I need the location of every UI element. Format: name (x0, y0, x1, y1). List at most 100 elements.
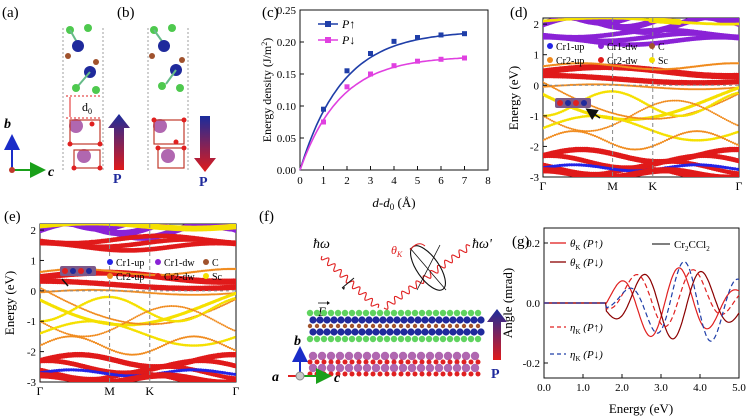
band-dot (680, 9, 686, 15)
legend-label: Cr2-dw (164, 272, 195, 283)
band-dot (697, 130, 701, 133)
band-dot (676, 5, 682, 11)
band-dot (154, 292, 158, 295)
band-dot (611, 64, 615, 67)
band-dot (684, 6, 690, 12)
band-dot (161, 210, 167, 216)
band-dot (60, 368, 64, 372)
band-dot (143, 206, 149, 212)
band-dot (724, 178, 728, 182)
slab-atom (405, 323, 411, 329)
band-dot (663, 68, 667, 71)
band-dot (705, 108, 708, 111)
band-dot (216, 268, 220, 271)
band-dot (594, 129, 597, 132)
band-dot (658, 5, 664, 11)
band-dot (564, 10, 570, 16)
band-dot (66, 300, 69, 303)
band-dot (558, 9, 564, 15)
band-dot (96, 333, 99, 336)
band-dot (714, 103, 717, 106)
band-dot (627, 169, 632, 173)
band-dot (662, 100, 665, 103)
slab-atom (447, 323, 453, 329)
legend-marker (649, 43, 655, 49)
band-dot (653, 103, 656, 106)
band-dot (704, 163, 708, 167)
band-dot (719, 136, 723, 139)
band-dot (559, 131, 563, 135)
band-dot (135, 216, 141, 222)
band-dot (605, 140, 609, 143)
band-dot (42, 342, 46, 345)
slab-atom (474, 309, 482, 317)
band-dot (79, 368, 83, 372)
band-dot (45, 215, 51, 221)
band-dot (637, 110, 640, 113)
band-dot (655, 117, 658, 120)
band-dot (723, 137, 727, 141)
band-dot (203, 217, 209, 223)
band-dot (195, 310, 198, 313)
band-dot (721, 165, 725, 169)
band-dot (196, 270, 200, 273)
band-dot (550, 9, 556, 15)
band-dot (43, 289, 46, 292)
y-tick-label: -3 (27, 377, 37, 389)
band-dot (212, 339, 216, 342)
slab-atom (384, 323, 390, 329)
band-dot (717, 178, 721, 182)
band-dot (563, 178, 567, 182)
band-dot (673, 135, 677, 138)
band-dot (55, 215, 61, 221)
slab-atom (419, 323, 425, 329)
band-dot (161, 305, 164, 308)
band-dot (570, 178, 574, 182)
band-dot (138, 352, 142, 356)
band-dot (623, 168, 627, 172)
band-dot (661, 86, 665, 90)
band-dot (683, 88, 687, 91)
band-dot (561, 62, 565, 66)
band-dot (704, 107, 706, 110)
band-dot (640, 9, 646, 15)
band-dot (233, 351, 236, 358)
band-dot (228, 372, 232, 376)
band-dot (565, 62, 569, 65)
band-dot (162, 344, 166, 347)
band-dot (198, 270, 202, 273)
band-dot (145, 206, 151, 212)
band-dot (212, 383, 216, 387)
band-dot (229, 327, 232, 330)
band-dot (121, 323, 124, 325)
band-dot (50, 369, 54, 373)
band-dot (173, 212, 179, 218)
band-dot (102, 289, 106, 292)
band-dot (643, 67, 647, 71)
band-dot (597, 62, 601, 66)
band-dot (609, 63, 613, 67)
data-point (415, 35, 420, 41)
band-dot (649, 86, 653, 89)
band-dot (185, 216, 191, 222)
band-dot (116, 351, 120, 354)
band-dot (141, 214, 147, 220)
band-dot (62, 368, 66, 372)
band-dot (698, 105, 701, 108)
band-dot (702, 106, 705, 109)
band-dot (57, 215, 63, 221)
band-dot (641, 109, 643, 111)
band-dot (624, 3, 630, 9)
band-dot (104, 316, 107, 319)
gap-label: d0 (82, 100, 92, 116)
band-dot (736, 91, 739, 95)
band-dot (123, 209, 129, 215)
band-dot (666, 4, 672, 10)
band-dot (149, 206, 155, 212)
band-dot (48, 269, 52, 272)
band-dot (58, 383, 62, 387)
band-dot (128, 321, 131, 324)
band-dot (723, 118, 726, 120)
band-dot (722, 178, 726, 182)
slab-atom (309, 328, 317, 336)
